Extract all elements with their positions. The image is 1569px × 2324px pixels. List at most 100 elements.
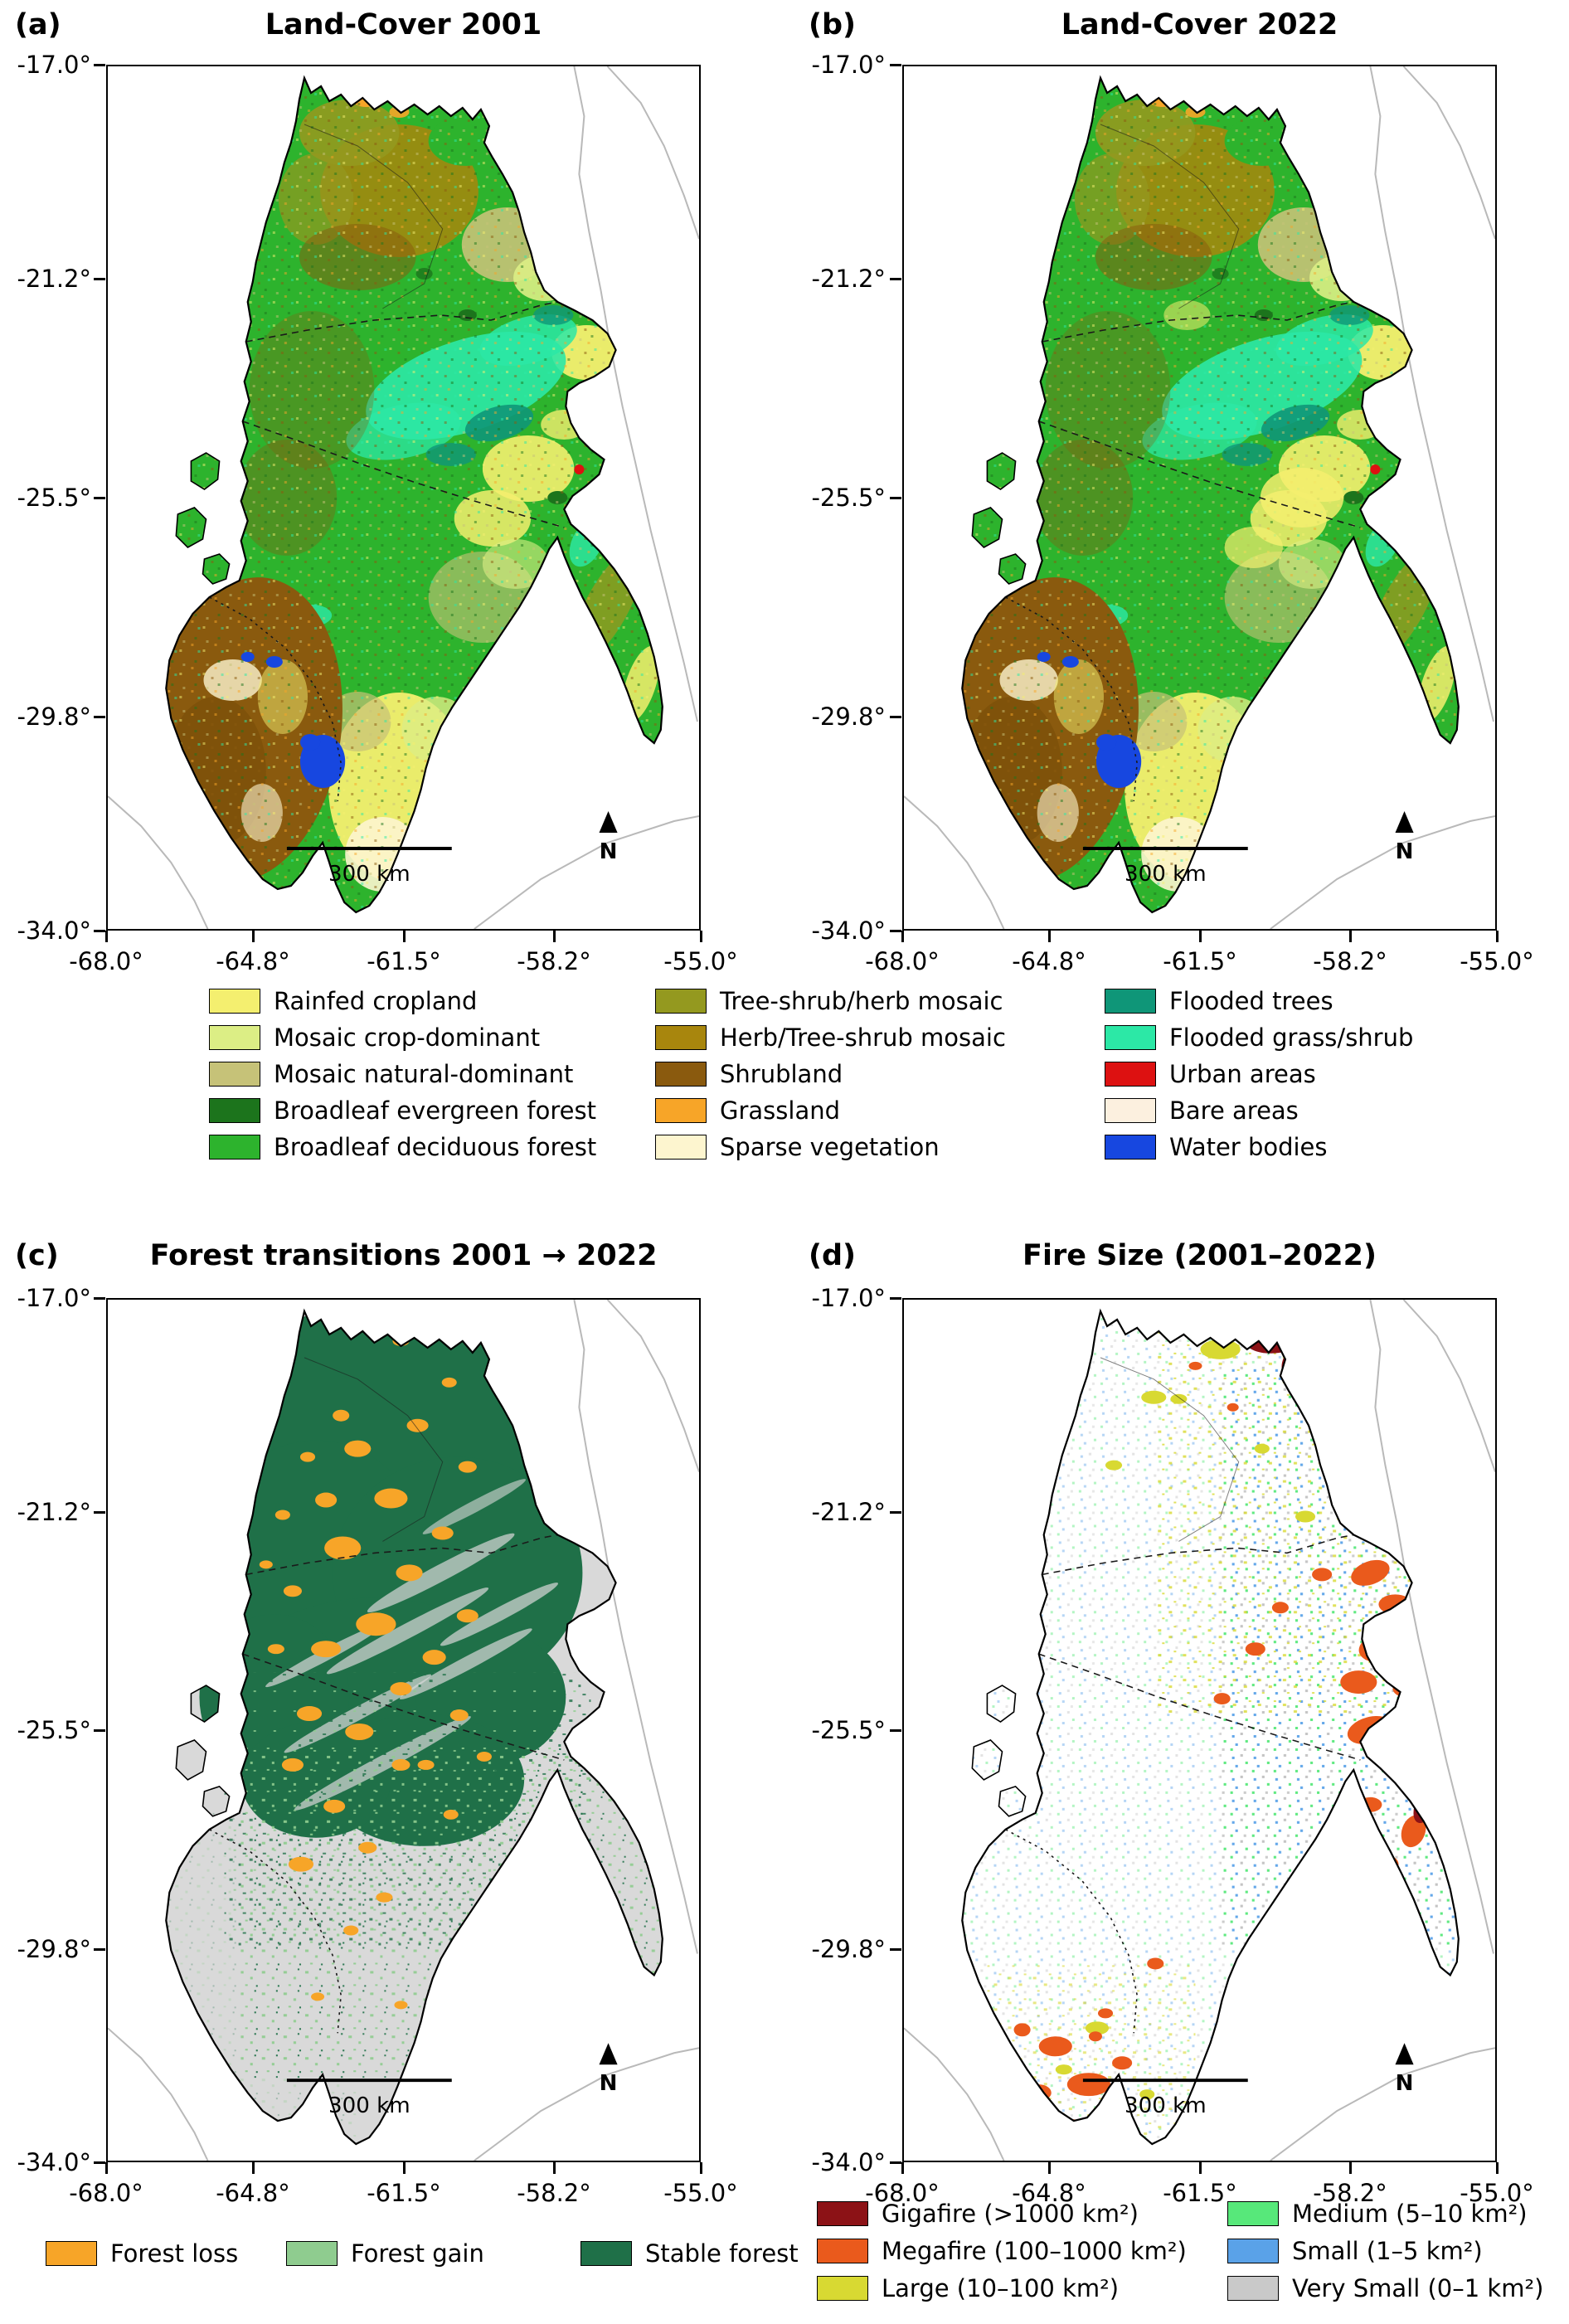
panel-a-xtick: -61.5° [367,947,441,975]
megafire-patches [1004,1361,1426,2137]
panel-a-ytick: -21.2° [17,265,91,293]
panel-c-ytick: -25.5° [17,1716,91,1744]
scale-bar-label: 300 km [328,2093,410,2118]
legend-label: Broadleaf evergreen forest [274,1096,596,1125]
legend-swatch [209,1135,260,1160]
legend-swatch [46,2241,97,2266]
legend-label: Tree-shrub/herb mosaic [720,987,1003,1015]
legend-label: Small (1–5 km²) [1292,2237,1483,2265]
legend-swatch [209,1098,260,1123]
north-arrow-icon: N [599,2043,618,2096]
legend-item-megafire: Megafire (100–1000 km²) [817,2237,1187,2265]
panel-a-ytick: -17.0° [17,51,91,79]
legend-label: Flooded grass/shrub [1169,1023,1414,1052]
north-label: N [600,2071,618,2096]
scale-bar-label: 300 km [328,862,410,887]
legend-swatch [209,1025,260,1050]
panel-a-label: (a) [15,8,61,41]
scale-bar-label: 300 km [1125,862,1207,887]
legend-label: Water bodies [1169,1133,1328,1161]
legend-label: Mosaic crop-dominant [274,1023,541,1052]
legend-label: Gigafire (>1000 km²) [882,2200,1139,2228]
scale-bar: 300 km [1082,2078,1248,2118]
map-forest-transitions: 300 km N [106,1298,701,2162]
scale-bar: 300 km [286,2078,452,2118]
legend-label: Forest gain [351,2239,484,2268]
legend-swatch [1227,2239,1279,2263]
legend-swatch [655,989,707,1014]
panel-d-title: Fire Size (2001–2022) [1023,1239,1377,1272]
legend-item-sparse-vegetation: Sparse vegetation [655,1133,940,1161]
legend-item-medium-fire: Medium (5–10 km²) [1227,2200,1528,2228]
legend-swatch [1227,2201,1279,2226]
legend-label: Stable forest [645,2239,799,2268]
panel-b-xtick: -68.0° [865,947,940,975]
map-2001: 300 km N [106,65,701,931]
legend-item-shrubland: Shrubland [655,1060,843,1088]
panel-b-ytick: -17.0° [811,51,886,79]
panel-d-ytick: -34.0° [811,2148,886,2176]
panel-b-ytick: -34.0° [811,916,886,945]
legend-item-grassland: Grassland [655,1096,840,1125]
large-fire-patches [1055,1339,1356,2100]
legend-item-rainfed-cropland: Rainfed cropland [209,987,477,1015]
legend-swatch [209,989,260,1014]
north-arrow-icon: N [1395,811,1414,864]
legend-label: Shrubland [720,1060,843,1088]
panel-b-xtick: -64.8° [1012,947,1086,975]
landcover-2001-fill [166,78,663,912]
panel-b-xtick: -58.2° [1313,947,1387,975]
legend-item-mosaic-crop: Mosaic crop-dominant [209,1023,540,1052]
legend-item-forest-loss: Forest loss [46,2239,238,2268]
panel-c-xtick: -64.8° [216,2179,290,2207]
panel-b-xtick: -61.5° [1163,947,1237,975]
fire-size-fill [962,1310,1459,2145]
scale-bar: 300 km [286,847,452,887]
legend-swatch [655,1025,707,1050]
legend-swatch [1105,1135,1156,1160]
map-fire-canvas: 300 km N [904,1300,1495,2161]
legend-label: Urban areas [1169,1060,1316,1088]
panel-c-ytick: -17.0° [17,1284,91,1312]
legend-label: Forest loss [110,2239,239,2268]
panel-c-xtick: -61.5° [367,2179,441,2207]
legend-item-evergreen-forest: Broadleaf evergreen forest [209,1096,596,1125]
map-forest-canvas: 300 km N [108,1300,699,2161]
legend-label: Broadleaf deciduous forest [274,1133,597,1161]
panel-b-xtick: -55.0° [1460,947,1534,975]
panel-b-ytick: -21.2° [811,265,886,293]
panel-c-xtick: -58.2° [517,2179,591,2207]
legend-item-deciduous-forest: Broadleaf deciduous forest [209,1133,596,1161]
panel-d-ytick: -25.5° [811,1716,886,1744]
legend-swatch [580,2241,632,2266]
panel-d-xtick: -58.2° [1313,2179,1387,2207]
legend-item-tree-shrub-mosaic: Tree-shrub/herb mosaic [655,987,1003,1015]
panel-d-xtick: -61.5° [1163,2179,1237,2207]
map-2022: 300 km N [902,65,1497,931]
legend-label: Flooded trees [1169,987,1333,1015]
north-arrow-icon: N [1395,2043,1414,2096]
panel-d-xtick: -68.0° [865,2179,940,2207]
panel-a-ytick: -34.0° [17,916,91,945]
legend-swatch [817,2201,868,2226]
legend-label: Medium (5–10 km²) [1292,2200,1528,2228]
legend-item-water-bodies: Water bodies [1105,1133,1328,1161]
legend-item-stable-forest: Stable forest [580,2239,799,2268]
legend-swatch [1227,2276,1279,2301]
panel-b-ytick: -29.8° [811,703,886,731]
north-label: N [1396,839,1414,864]
panel-c-label: (c) [15,1239,59,1272]
forest-loss-patches [259,1335,492,2010]
legend-label: Bare areas [1169,1096,1299,1125]
legend-item-small-fire: Small (1–5 km²) [1227,2237,1483,2265]
legend-item-bare-areas: Bare areas [1105,1096,1299,1125]
legend-swatch [1105,1062,1156,1087]
legend-swatch [286,2241,338,2266]
legend-swatch [817,2276,868,2301]
legend-item-flooded-trees: Flooded trees [1105,987,1333,1015]
legend-item-large-fire: Large (10–100 km²) [817,2274,1119,2302]
legend-item-very-small-fire: Very Small (0–1 km²) [1227,2274,1543,2302]
panel-d-ytick: -21.2° [811,1498,886,1526]
legend-swatch [655,1135,707,1160]
